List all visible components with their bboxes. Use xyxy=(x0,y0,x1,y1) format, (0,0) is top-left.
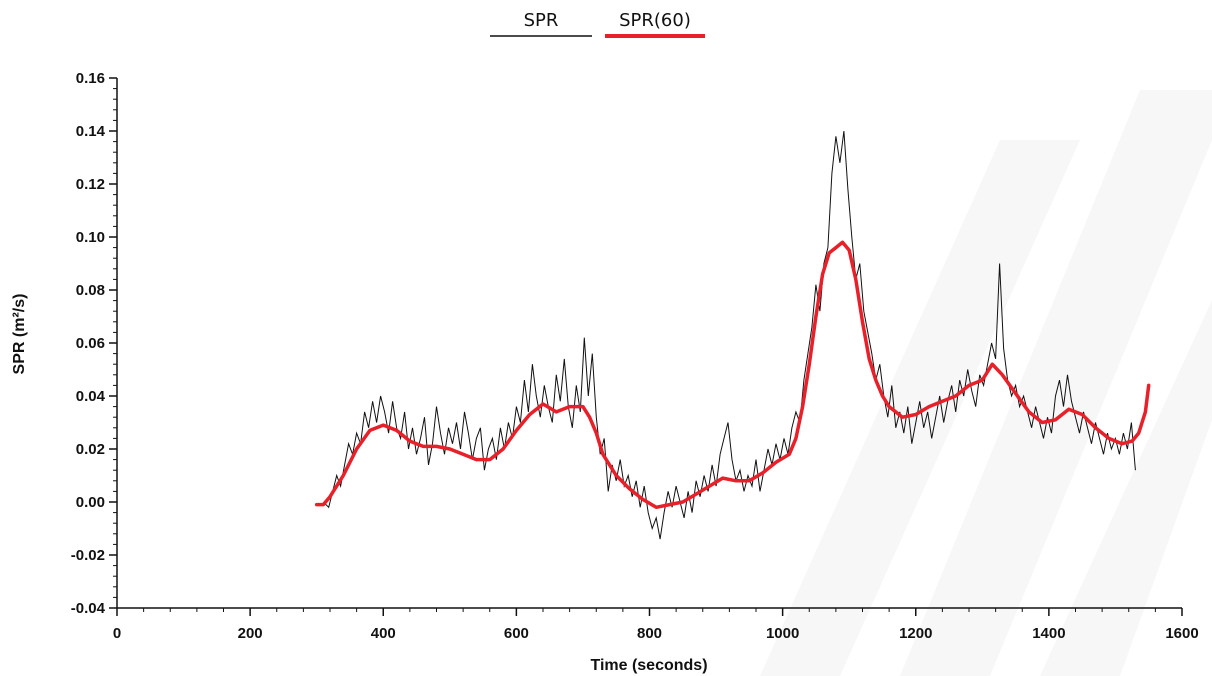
y-tick-label: -0.02 xyxy=(71,547,105,564)
y-tick-label: 0.06 xyxy=(76,335,105,352)
x-tick-label: 400 xyxy=(371,625,396,642)
watermark-stripe xyxy=(900,90,1212,676)
x-ticks: 0 200 400 600 800 1000 1200 1400 1600 xyxy=(113,608,1199,642)
x-tick-label: 600 xyxy=(504,625,529,642)
x-tick-label: 800 xyxy=(637,625,662,642)
y-tick-label: 0.14 xyxy=(76,123,106,140)
watermark-stripe xyxy=(1040,300,1212,676)
x-tick-label: 0 xyxy=(113,625,121,642)
x-tick-label: 1200 xyxy=(899,625,932,642)
y-tick-label: 0.08 xyxy=(76,282,105,299)
y-tick-label: 0.04 xyxy=(76,388,106,405)
x-tick-label: 1000 xyxy=(766,625,799,642)
legend: SPR SPR(60) xyxy=(490,10,705,38)
plot-area xyxy=(314,130,1151,540)
x-tick-label: 1600 xyxy=(1165,625,1198,642)
y-ticks: -0.04 -0.02 0.00 0.02 0.04 0.06 0.08 0.10 0.12 0.… xyxy=(71,70,117,617)
y-tick-label: 0.16 xyxy=(76,70,105,87)
y-axis-title: SPR (m²/s) xyxy=(11,294,28,375)
series-line-spr60 xyxy=(314,240,1151,510)
x-tick-label: 1400 xyxy=(1032,625,1065,642)
legend-label-spr: SPR xyxy=(524,10,559,31)
x-axis-title: Time (seconds) xyxy=(590,657,707,674)
legend-label-spr60: SPR(60) xyxy=(619,10,691,31)
y-tick-label: -0.04 xyxy=(71,600,106,617)
y-tick-label: 0.12 xyxy=(76,176,105,193)
y-tick-label: 0.02 xyxy=(76,441,105,458)
watermark xyxy=(760,90,1212,676)
axes: -0.04 -0.02 0.00 0.02 0.04 0.06 0.08 0.10 0.12 0.… xyxy=(71,70,1199,642)
series-line-spr xyxy=(322,130,1136,540)
y-tick-label: 0.00 xyxy=(76,494,105,511)
x-tick-label: 200 xyxy=(238,625,263,642)
y-tick-label: 0.10 xyxy=(76,229,105,246)
